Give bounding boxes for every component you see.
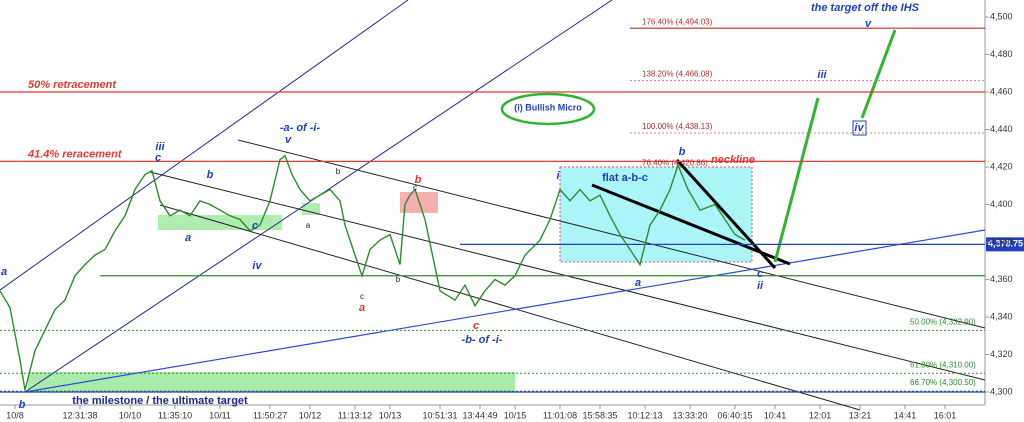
x-tick-label: 11:01:08: [543, 410, 577, 420]
wave-label: a: [306, 221, 311, 230]
x-tick-label: 13:21: [849, 410, 872, 420]
x-tick-label: 10/12: [299, 410, 322, 420]
wave-label: c: [252, 220, 258, 232]
y-tick-label: 4,360: [990, 274, 1013, 284]
y-tick-label: 4,480: [990, 49, 1013, 59]
level-label: 138.20% (4,466.08): [642, 70, 713, 79]
x-tick-label: 12:01: [809, 410, 832, 420]
price-label: 4,378.75: [988, 239, 1023, 249]
wave-label: b: [679, 146, 686, 158]
wave-label: b: [415, 174, 422, 186]
wave-label: -a- of -i-: [280, 122, 321, 134]
support-zone: [302, 203, 320, 215]
x-tick-label: 15:58:35: [582, 410, 617, 420]
wave-label: v: [285, 134, 292, 146]
x-tick-label: 11:50:27: [253, 410, 287, 420]
y-tick-label: 4,320: [990, 349, 1013, 359]
wave-label: neckline: [711, 154, 755, 166]
plot: [0, 154, 746, 391]
wave-label: the target off the IHS: [811, 2, 920, 14]
y-tick-label: 4,440: [990, 124, 1013, 134]
level-label: 41.4% reracement: [27, 148, 123, 160]
wave-label: -b- of -i-: [462, 334, 503, 346]
x-tick-label: 10/8: [6, 410, 24, 420]
wave-label: (i) Bullish Micro: [514, 102, 582, 112]
level-label: 100.00% (4,438.13): [642, 122, 713, 131]
x-tick-label: 16:01: [934, 410, 957, 420]
wave-label: a: [185, 232, 191, 244]
wave-label: c: [360, 292, 364, 301]
x-tick-label: 10/11: [209, 410, 231, 420]
wave-label: i: [556, 170, 560, 182]
wave-label: c: [757, 268, 763, 280]
x-tick-label: 10/13: [379, 410, 402, 420]
x-tick-label: 10:12:13: [627, 410, 662, 420]
channel-line: [0, 0, 409, 291]
trend-line: [24, 229, 986, 393]
wave-label: a: [359, 302, 365, 314]
wave-label: iv: [854, 122, 864, 134]
x-tick-label: 10/10: [119, 410, 142, 420]
x-tick-label: 11:35:10: [158, 410, 192, 420]
x-tick-label: 11:13:12: [338, 410, 372, 420]
channel-line: [159, 204, 861, 411]
x-tick-label: 13:33:20: [672, 410, 707, 420]
wave-label: the milestone / the ultimate target: [72, 395, 248, 407]
x-tick-label: 13:44:49: [462, 410, 497, 420]
wave-label: a: [635, 277, 641, 289]
target-zone: [28, 372, 515, 392]
wave-label: iii: [155, 141, 165, 153]
wedge-line: [675, 158, 777, 270]
y-tick-label: 4,380: [990, 236, 1013, 246]
price-box: [986, 237, 1024, 252]
y-tick-label: 4,460: [990, 86, 1013, 96]
wave-label: flat a-b-c: [602, 172, 648, 184]
level-label: 61.80% (4,310.00): [910, 360, 976, 369]
flat-zone: [559, 166, 753, 263]
level-label: 50.00% (4,332.90): [910, 317, 976, 326]
wave-label: c: [155, 152, 161, 164]
y-tick-label: 4,340: [990, 311, 1013, 321]
projection-line: [860, 29, 897, 119]
wave-label: c: [473, 320, 479, 332]
channel-line: [237, 139, 986, 329]
x-tick-label: 06:40:15: [717, 410, 752, 420]
x-tick-label: 12:31:38: [62, 410, 97, 420]
level-label: 50% retracement: [28, 79, 117, 91]
wave-label: c: [413, 183, 417, 192]
projection-line: [773, 97, 820, 263]
wave-label: iv: [252, 260, 262, 272]
highlight-ellipse: [500, 92, 596, 126]
x-tick-label: 10/15: [504, 410, 527, 420]
label-box: [852, 120, 867, 136]
level-label: 176.40% (4,494.03): [642, 17, 713, 26]
wedge-line: [591, 183, 791, 266]
y-tick-label: 4,500: [990, 11, 1013, 21]
wave-label: iii: [817, 69, 827, 81]
y-tick-label: 4,400: [990, 199, 1013, 209]
y-tick-label: 4,420: [990, 161, 1013, 171]
levels: 176.40% (4,494.03) 138.20% (4,466.08) 50% …: [0, 17, 1024, 393]
x-tick-label: 10:41: [764, 410, 787, 420]
x-tick-label: 10:51:31: [422, 410, 457, 420]
wave-label: a: [1, 266, 7, 278]
wave-label: b: [396, 275, 401, 284]
wave-label: v: [865, 18, 872, 30]
wave-label: ii: [757, 280, 764, 292]
level-label: 66.70% (4,300.50): [910, 378, 976, 387]
wave-label: b: [19, 399, 26, 411]
level-label: 76.40% (4,420.86): [642, 158, 708, 167]
x-tick-label: 14:41: [894, 410, 917, 420]
wave-label: b: [207, 169, 214, 181]
y-tick-label: 4,300: [990, 386, 1013, 396]
wave-label: b: [336, 167, 341, 176]
price-line: [0, 154, 746, 391]
